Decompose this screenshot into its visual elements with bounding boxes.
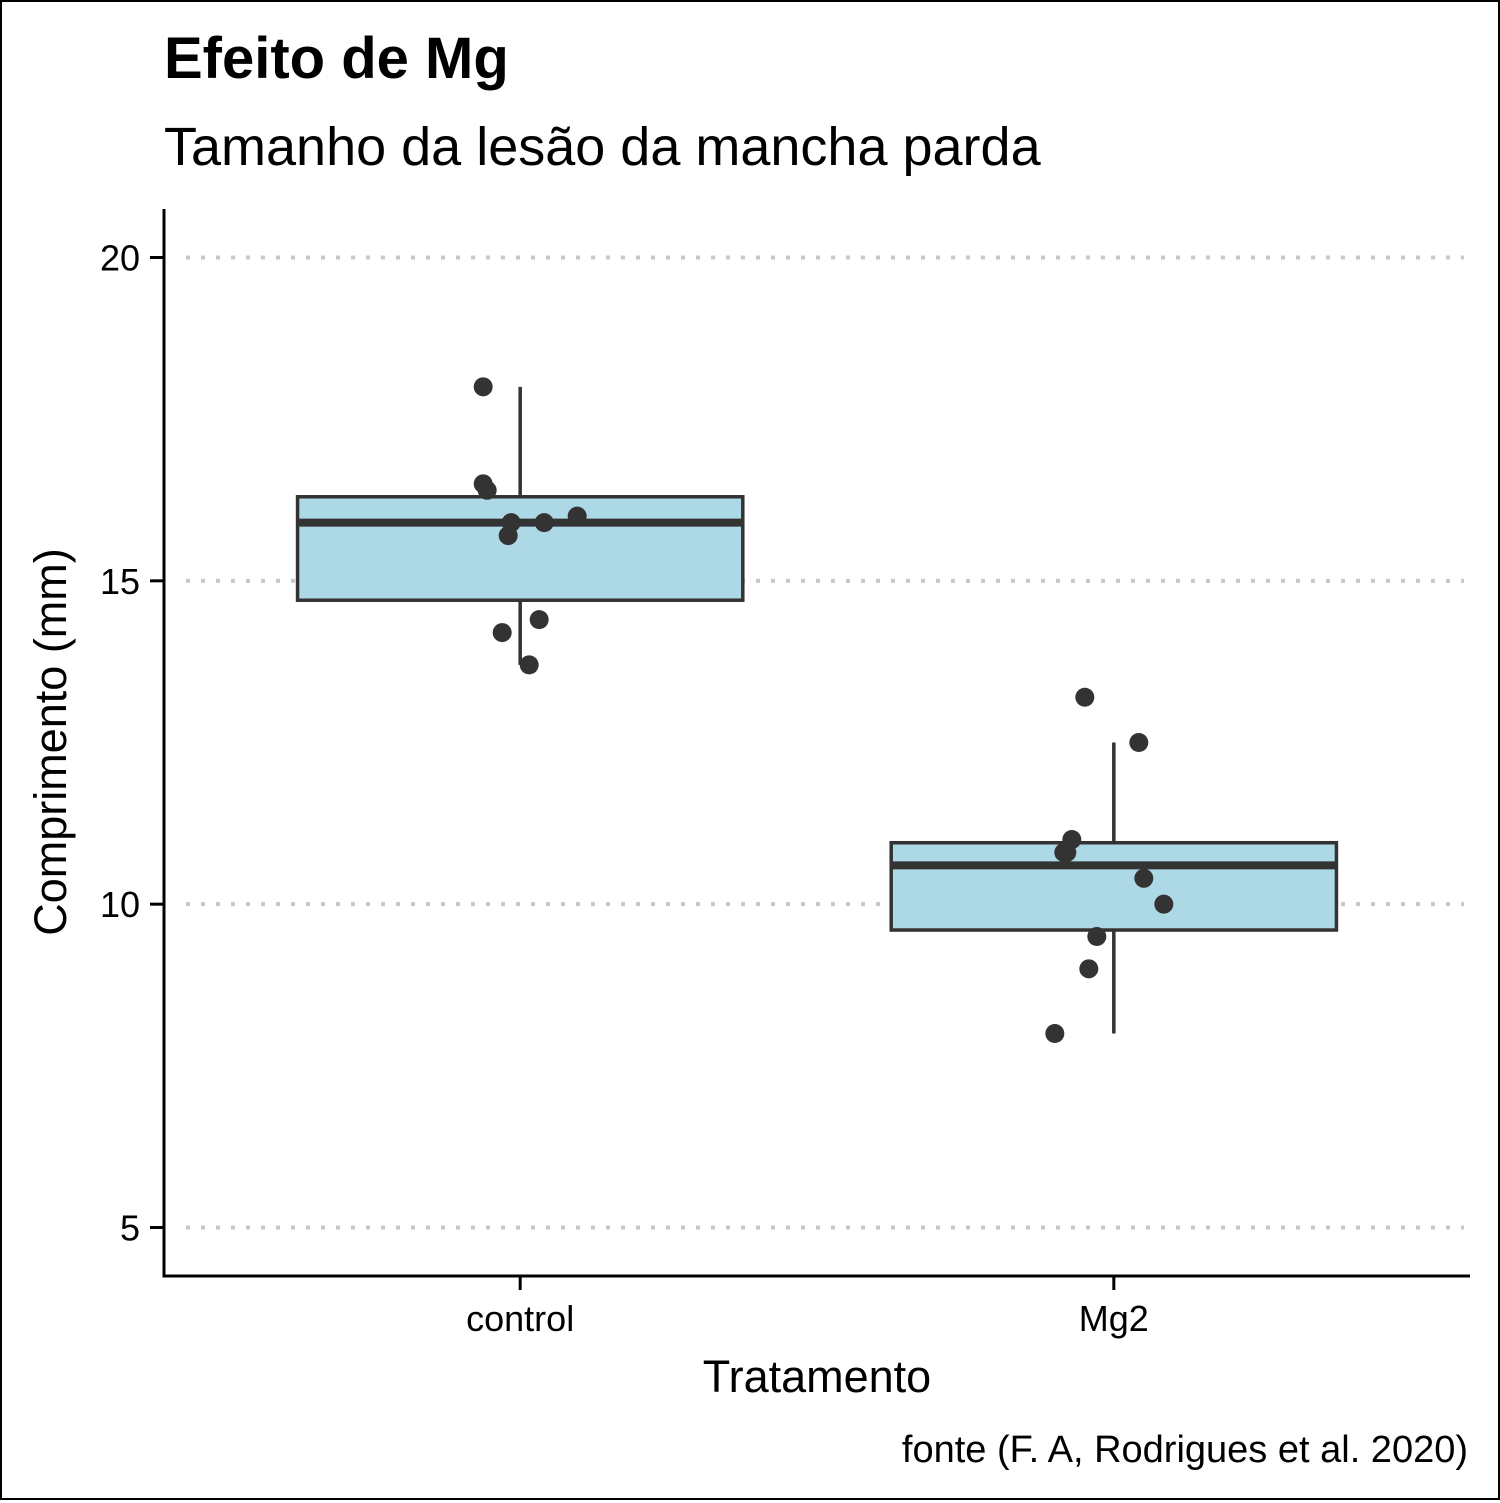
x-tick-label-Mg2: Mg2 [1079, 1298, 1149, 1339]
point-control-6 [498, 526, 518, 546]
box-layer [295, 386, 1339, 1034]
x-tick-label-control: control [466, 1298, 574, 1339]
chart-caption: fonte (F. A, Rodrigues et al. 2020) [902, 1429, 1468, 1471]
x-axis-title: Tratamento [703, 1351, 931, 1402]
point-Mg2-8 [1079, 959, 1099, 979]
data-points [473, 377, 1174, 1043]
y-tick-label-20: 20 [100, 238, 140, 279]
point-control-8 [492, 623, 512, 643]
box-control [295, 495, 745, 602]
point-Mg2-9 [1045, 1024, 1065, 1043]
point-Mg2-5 [1134, 868, 1154, 888]
y-tick-label-10: 10 [100, 884, 140, 925]
point-control-4 [534, 513, 554, 533]
grid-lines [186, 255, 1464, 1230]
chart-title: Efeito de Mg [164, 26, 509, 91]
point-control-5 [567, 506, 587, 526]
point-Mg2-6 [1154, 894, 1174, 914]
axes: 5 10 15 20 control Mg2 [100, 209, 1470, 1339]
chart-subtitle: Tamanho da lesão da mancha parda [164, 117, 1042, 177]
point-control-9 [519, 655, 539, 675]
y-axis-title: Comprimento (mm) [25, 548, 76, 936]
point-Mg2-4 [1057, 842, 1077, 862]
point-Mg2-7 [1087, 927, 1107, 946]
y-tick-label-5: 5 [120, 1208, 140, 1249]
y-tick-label-15: 15 [100, 561, 140, 602]
point-control-7 [529, 610, 549, 630]
point-Mg2-1 [1129, 733, 1149, 752]
point-control-0 [473, 377, 493, 397]
point-Mg2-0 [1075, 687, 1095, 707]
point-control-2 [477, 480, 497, 500]
box-Mg2 [889, 840, 1339, 932]
